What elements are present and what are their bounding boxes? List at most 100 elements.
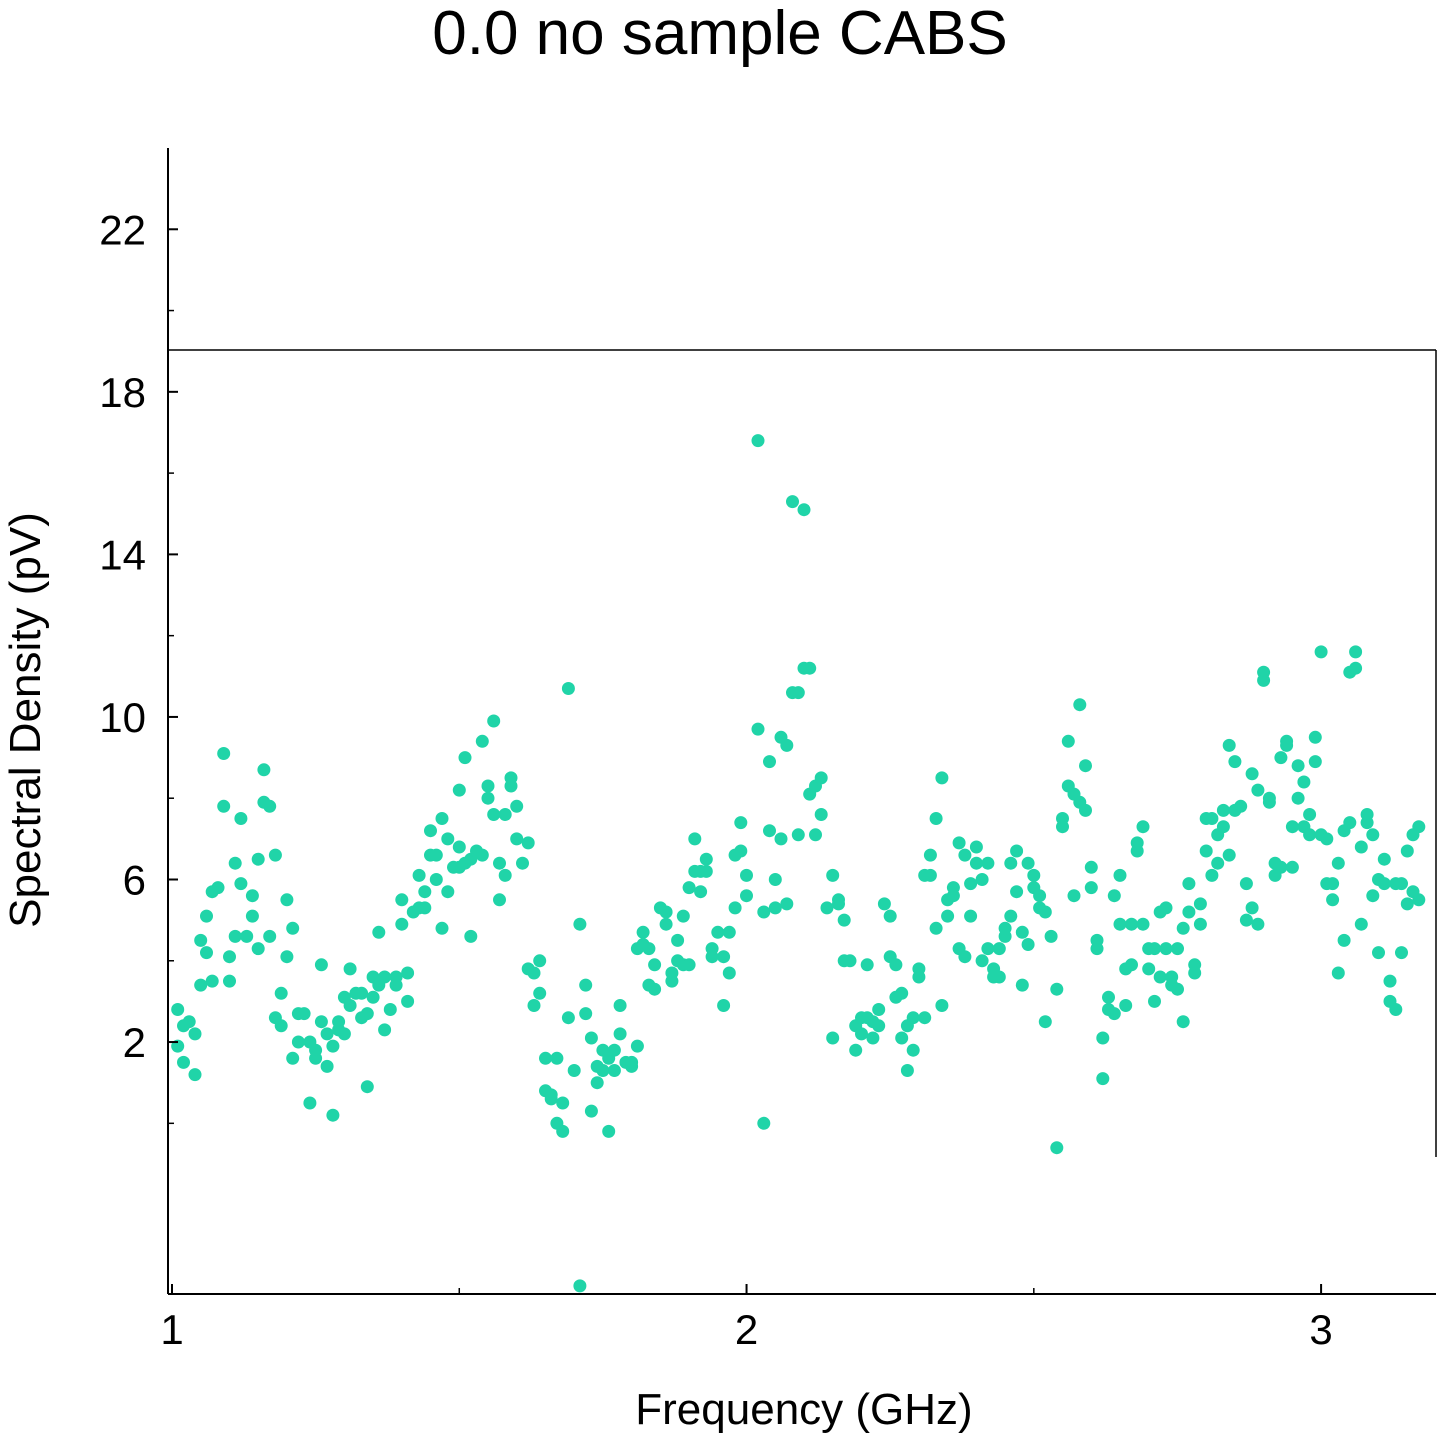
data-point [699,864,713,878]
data-point [268,848,282,862]
data-point [1148,994,1161,1008]
data-point [452,840,466,854]
data-point [1349,661,1363,675]
data-point [958,950,972,964]
data-point [1107,1007,1121,1021]
data-point [607,1064,621,1077]
data-point [584,1031,598,1045]
data-point [1107,889,1121,903]
data-point [918,1011,932,1025]
data-point [1148,942,1161,956]
y-tick-label: 14 [99,531,146,578]
data-point [596,1064,610,1077]
data-point [1326,893,1340,907]
data-point [1004,856,1018,870]
data-point [860,958,874,972]
data-point [832,893,845,907]
data-point [929,921,943,935]
data-point [240,929,254,943]
data-point [1113,868,1127,882]
data-point [1125,958,1138,972]
data-point [573,1279,587,1293]
data-point [1119,999,1133,1012]
data-point [487,808,501,821]
data-point [1400,844,1414,858]
data-point [1211,856,1225,870]
data-point [395,893,409,907]
data-point [424,824,437,838]
data-point [1205,868,1219,882]
data-point [1262,795,1276,809]
data-point [510,799,524,813]
data-point [1176,1015,1190,1029]
data-point [510,832,524,846]
data-point [556,1096,570,1110]
data-point [1291,791,1305,805]
data-point [630,1039,644,1053]
data-point [378,970,392,984]
x-tick-label: 3 [1309,1306,1332,1353]
data-point [1061,734,1075,748]
data-point [1073,698,1087,712]
data-point [906,1043,920,1057]
data-point [1389,1003,1403,1016]
data-point [395,917,409,931]
data-point [1343,816,1357,830]
data-point [877,897,891,911]
data-point [1395,877,1408,891]
data-point [1303,828,1317,842]
data-point [1038,1015,1052,1029]
data-point [688,832,702,846]
plot-frame [167,148,1437,1295]
data-point [665,966,679,980]
data-point [274,1019,288,1033]
x-tick-label: 2 [735,1306,758,1353]
data-point [1251,783,1265,797]
data-point [1021,938,1035,951]
data-point [533,986,547,1000]
data-point [1010,844,1024,858]
data-point [780,897,794,911]
data-point [320,1059,334,1073]
data-point [992,970,1006,984]
data-point [584,1104,598,1118]
data-point [475,848,489,862]
data-point [234,812,248,825]
data-point [1234,799,1248,813]
data-point [1193,917,1207,931]
data-point [1056,812,1069,825]
data-point [1222,848,1236,862]
data-point [958,848,972,862]
data-point [1067,889,1081,903]
data-point [366,990,380,1004]
data-point [814,808,828,821]
data-point [435,812,449,825]
data-point [228,929,242,943]
data-point [1188,958,1202,972]
data-point [1377,877,1391,891]
data-point [1291,759,1305,773]
data-point [1079,759,1092,773]
data-point [418,901,432,915]
data-point [1349,645,1363,659]
data-point [435,921,449,935]
data-point [1297,775,1311,789]
data-point [1033,889,1047,903]
data-point [1142,962,1156,976]
data-point [579,978,593,992]
data-point [1274,860,1288,874]
data-point [251,942,265,956]
data-point [625,1055,639,1069]
data-point [648,958,662,972]
data-point [1216,803,1230,817]
data-point [332,1015,346,1029]
data-point [337,1027,351,1041]
data-point [751,722,765,736]
data-point [694,885,708,899]
data-point [1257,673,1271,687]
data-point [257,763,271,777]
data-point [1171,982,1184,996]
y-tick-label: 2 [123,1019,146,1066]
data-point [648,982,662,996]
